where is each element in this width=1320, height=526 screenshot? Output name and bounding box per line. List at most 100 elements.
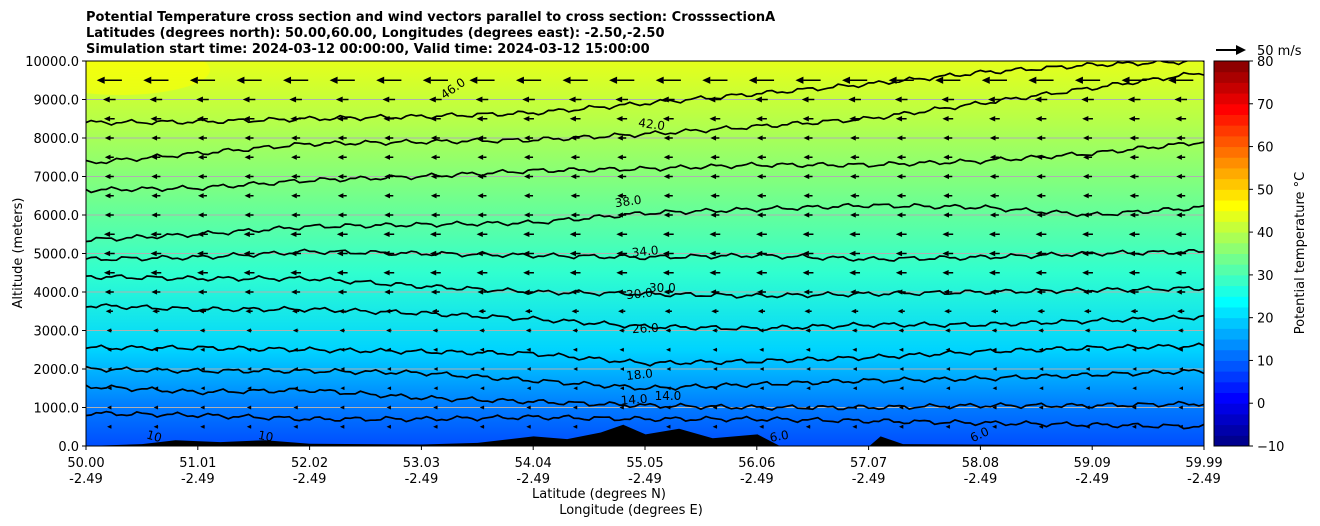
wind-vector	[1035, 115, 1047, 122]
wind-vector-head	[477, 135, 484, 141]
y-tick-label: 4000.0	[34, 286, 80, 301]
wind-vector-head	[988, 269, 996, 276]
wind-vector	[842, 76, 868, 84]
wind-vector-head	[384, 193, 390, 199]
wind-vector	[942, 231, 954, 238]
wind-vector	[429, 231, 441, 238]
wind-vector	[710, 135, 720, 141]
wind-vector	[756, 173, 766, 180]
wind-vector	[422, 76, 448, 84]
wind-vector-head	[429, 269, 437, 276]
wind-vector	[151, 289, 161, 295]
wind-vector-head	[197, 289, 204, 295]
wind-vector	[572, 405, 578, 410]
wind-vector	[662, 269, 674, 276]
wind-vector-head	[661, 96, 669, 103]
wind-vector	[198, 308, 207, 314]
wind-vector-head	[469, 76, 478, 84]
wind-vector	[478, 308, 486, 314]
wind-vector-head	[989, 212, 996, 218]
wind-vector-head	[290, 250, 297, 257]
wind-vector	[1083, 154, 1093, 160]
wind-vector-head	[570, 193, 577, 199]
wind-vector	[243, 269, 255, 276]
wind-vector-head	[943, 173, 949, 180]
wind-vector-head	[802, 250, 809, 257]
wind-vector	[480, 367, 485, 371]
wind-vector	[524, 308, 533, 314]
x-tick-label-lon: -2.49	[852, 472, 886, 487]
wind-vector-head	[246, 328, 251, 333]
wind-vector-head	[244, 173, 251, 180]
colorbar-tick-label: 10	[1257, 354, 1274, 369]
wind-vector-head	[759, 347, 764, 352]
x-tick-label-lon: -2.49	[181, 472, 215, 487]
wind-vector-head	[571, 308, 577, 314]
wind-vector	[339, 424, 345, 429]
wind-vector	[104, 212, 114, 218]
wind-vector	[708, 96, 722, 103]
colorbar-tick-label: 60	[1257, 141, 1274, 156]
wind-vector	[1082, 231, 1093, 238]
wind-vector-head	[290, 269, 297, 276]
wind-vector	[852, 347, 857, 352]
wind-vector	[806, 367, 811, 371]
wind-vector-head	[1175, 231, 1182, 238]
wind-vector	[662, 115, 674, 122]
wind-vector	[573, 367, 578, 371]
wind-vector	[849, 231, 861, 238]
colorbar-tick-label: 70	[1257, 98, 1274, 113]
wind-vector	[572, 328, 578, 333]
wind-vector-head	[748, 76, 757, 84]
wind-vector-head	[336, 115, 344, 122]
wind-vector-head	[803, 193, 810, 199]
wind-vector-head	[618, 308, 624, 314]
wind-vector	[1178, 405, 1183, 410]
wind-vector	[1083, 193, 1093, 199]
wind-vector	[243, 231, 255, 238]
wind-vector	[617, 289, 627, 295]
wind-vector-head	[337, 289, 344, 295]
wind-vector-head	[429, 231, 437, 238]
wind-vector	[386, 367, 392, 371]
wind-vector-head	[524, 193, 530, 199]
contour-label: 14.0	[620, 392, 648, 408]
wind-vector	[989, 135, 999, 141]
wind-vector	[104, 135, 114, 141]
wind-vector	[666, 424, 671, 429]
wind-vector	[197, 250, 208, 257]
wind-vector	[663, 154, 673, 160]
contour-label: 34.0	[631, 243, 659, 260]
wind-vector	[988, 115, 1000, 122]
wind-vector-head	[386, 367, 392, 371]
y-tick-label: 3000.0	[34, 325, 80, 340]
wind-vector-head	[1038, 424, 1044, 429]
wind-vector	[291, 212, 301, 218]
wind-vector	[290, 269, 302, 276]
wind-vector	[989, 173, 999, 180]
wind-vector	[290, 250, 302, 257]
wind-vector	[795, 76, 821, 84]
colorbar-bands	[1214, 61, 1249, 447]
wind-vector	[756, 269, 767, 276]
wind-vector-head	[849, 115, 856, 122]
wind-vector-head	[197, 154, 204, 160]
wind-vector	[337, 154, 347, 160]
wind-vector	[756, 154, 766, 160]
wind-vector-head	[1178, 347, 1183, 352]
wind-vector	[150, 250, 162, 257]
wind-vector	[988, 96, 1001, 103]
wind-vector-head	[852, 367, 857, 371]
wind-vector-head	[107, 405, 112, 410]
contour-label: 18.0	[626, 366, 654, 383]
wind-vector-head	[713, 367, 718, 371]
x-axis: 50.00-2.4951.01-2.4952.02-2.4953.03-2.49…	[67, 446, 1223, 487]
wind-vector	[525, 328, 532, 333]
wind-vector-head	[153, 347, 158, 352]
x-tick-label-lon: -2.49	[628, 472, 662, 487]
wind-vector	[154, 367, 159, 371]
wind-vector-head	[200, 405, 205, 410]
x-tick-label-lon: -2.49	[405, 472, 439, 487]
x-tick-label-lon: -2.49	[964, 472, 998, 487]
wind-vector	[153, 405, 159, 410]
